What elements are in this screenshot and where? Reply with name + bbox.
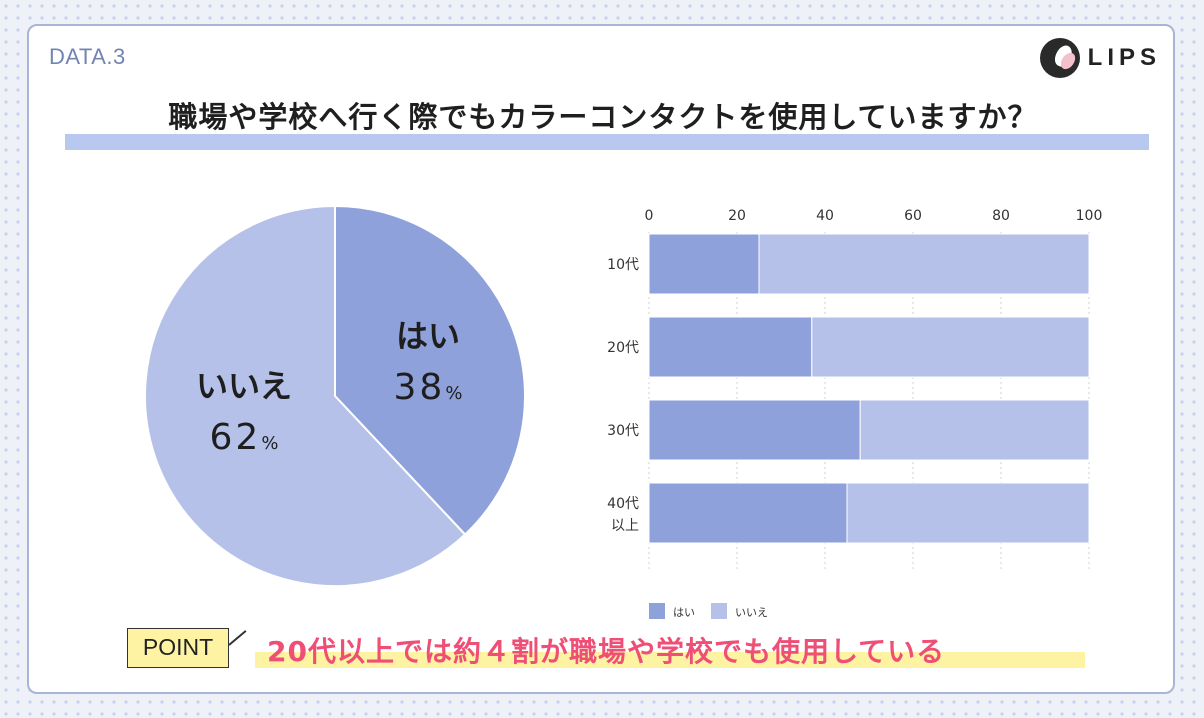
pie-yes-pct: 38 (393, 367, 446, 408)
y-category-label: 10代 (607, 257, 639, 273)
pie-slice-yes (334, 204, 526, 536)
point-text: 20代以上では約４割が職場や学校でも使用している (267, 635, 946, 668)
pie-chart-svg (144, 204, 526, 587)
pie-label-no-value: 62% (169, 412, 319, 470)
bar-yes (648, 233, 760, 295)
data-label: DATA.3 (49, 44, 126, 69)
legend-label-yes: はい (673, 606, 695, 619)
bar-no (859, 399, 1090, 461)
bar-no (846, 482, 1090, 544)
stacked-bar-chart: 0 20 40 60 80 100 10代 20代 30代 40代以上はい いいえ (577, 184, 1137, 624)
x-tick-label: 60 (904, 208, 922, 224)
legend-label-no: いいえ (735, 606, 768, 619)
x-tick-label: 40 (816, 208, 834, 224)
infographic-card: DATA.3 LIPS 職場や学校へ行く際でもカラーコンタクトを使用していますか… (27, 24, 1175, 694)
pie-yes-pct-sign: % (445, 383, 463, 404)
pie-label-no: いいえ 62% (169, 360, 319, 470)
y-category-label: 30代 (607, 423, 639, 439)
lips-logo: LIPS (1039, 38, 1161, 78)
pie-label-yes-text: はい (395, 317, 460, 355)
chart-title: 職場や学校へ行く際でもカラーコンタクトを使用していますか？ (168, 100, 1038, 134)
x-tick-label: 80 (992, 208, 1010, 224)
pie-no-pct: 62 (209, 417, 262, 458)
point-badge: POINT (127, 628, 229, 668)
pie-label-yes: はい 38% (368, 310, 488, 420)
point-highlight (255, 652, 1085, 668)
y-category-label: 40代以上 (607, 496, 639, 534)
x-tick-label: 100 (1076, 208, 1103, 224)
rabbit-logo-icon (1039, 38, 1080, 78)
bar-yes (648, 399, 861, 461)
pie-chart: はい 38% いいえ 62% (143, 204, 527, 588)
pie-label-yes-value: 38% (368, 362, 488, 420)
bar-no (758, 233, 1090, 295)
pie-slice-no (144, 204, 467, 587)
pie-no-pct-sign: % (261, 433, 279, 454)
legend-swatch-no (711, 603, 727, 619)
point-connector (228, 630, 247, 646)
y-category-label: 20代 (607, 340, 639, 356)
logo-text: LIPS (1087, 44, 1161, 71)
x-tick-label: 0 (645, 208, 654, 224)
bar-yes (648, 482, 848, 544)
title-underline (65, 134, 1149, 150)
bar-no (811, 316, 1090, 378)
pie-label-no-text: いいえ (195, 367, 292, 405)
x-tick-label: 20 (728, 208, 746, 224)
legend-swatch-yes (649, 603, 665, 619)
bar-yes (648, 316, 813, 378)
